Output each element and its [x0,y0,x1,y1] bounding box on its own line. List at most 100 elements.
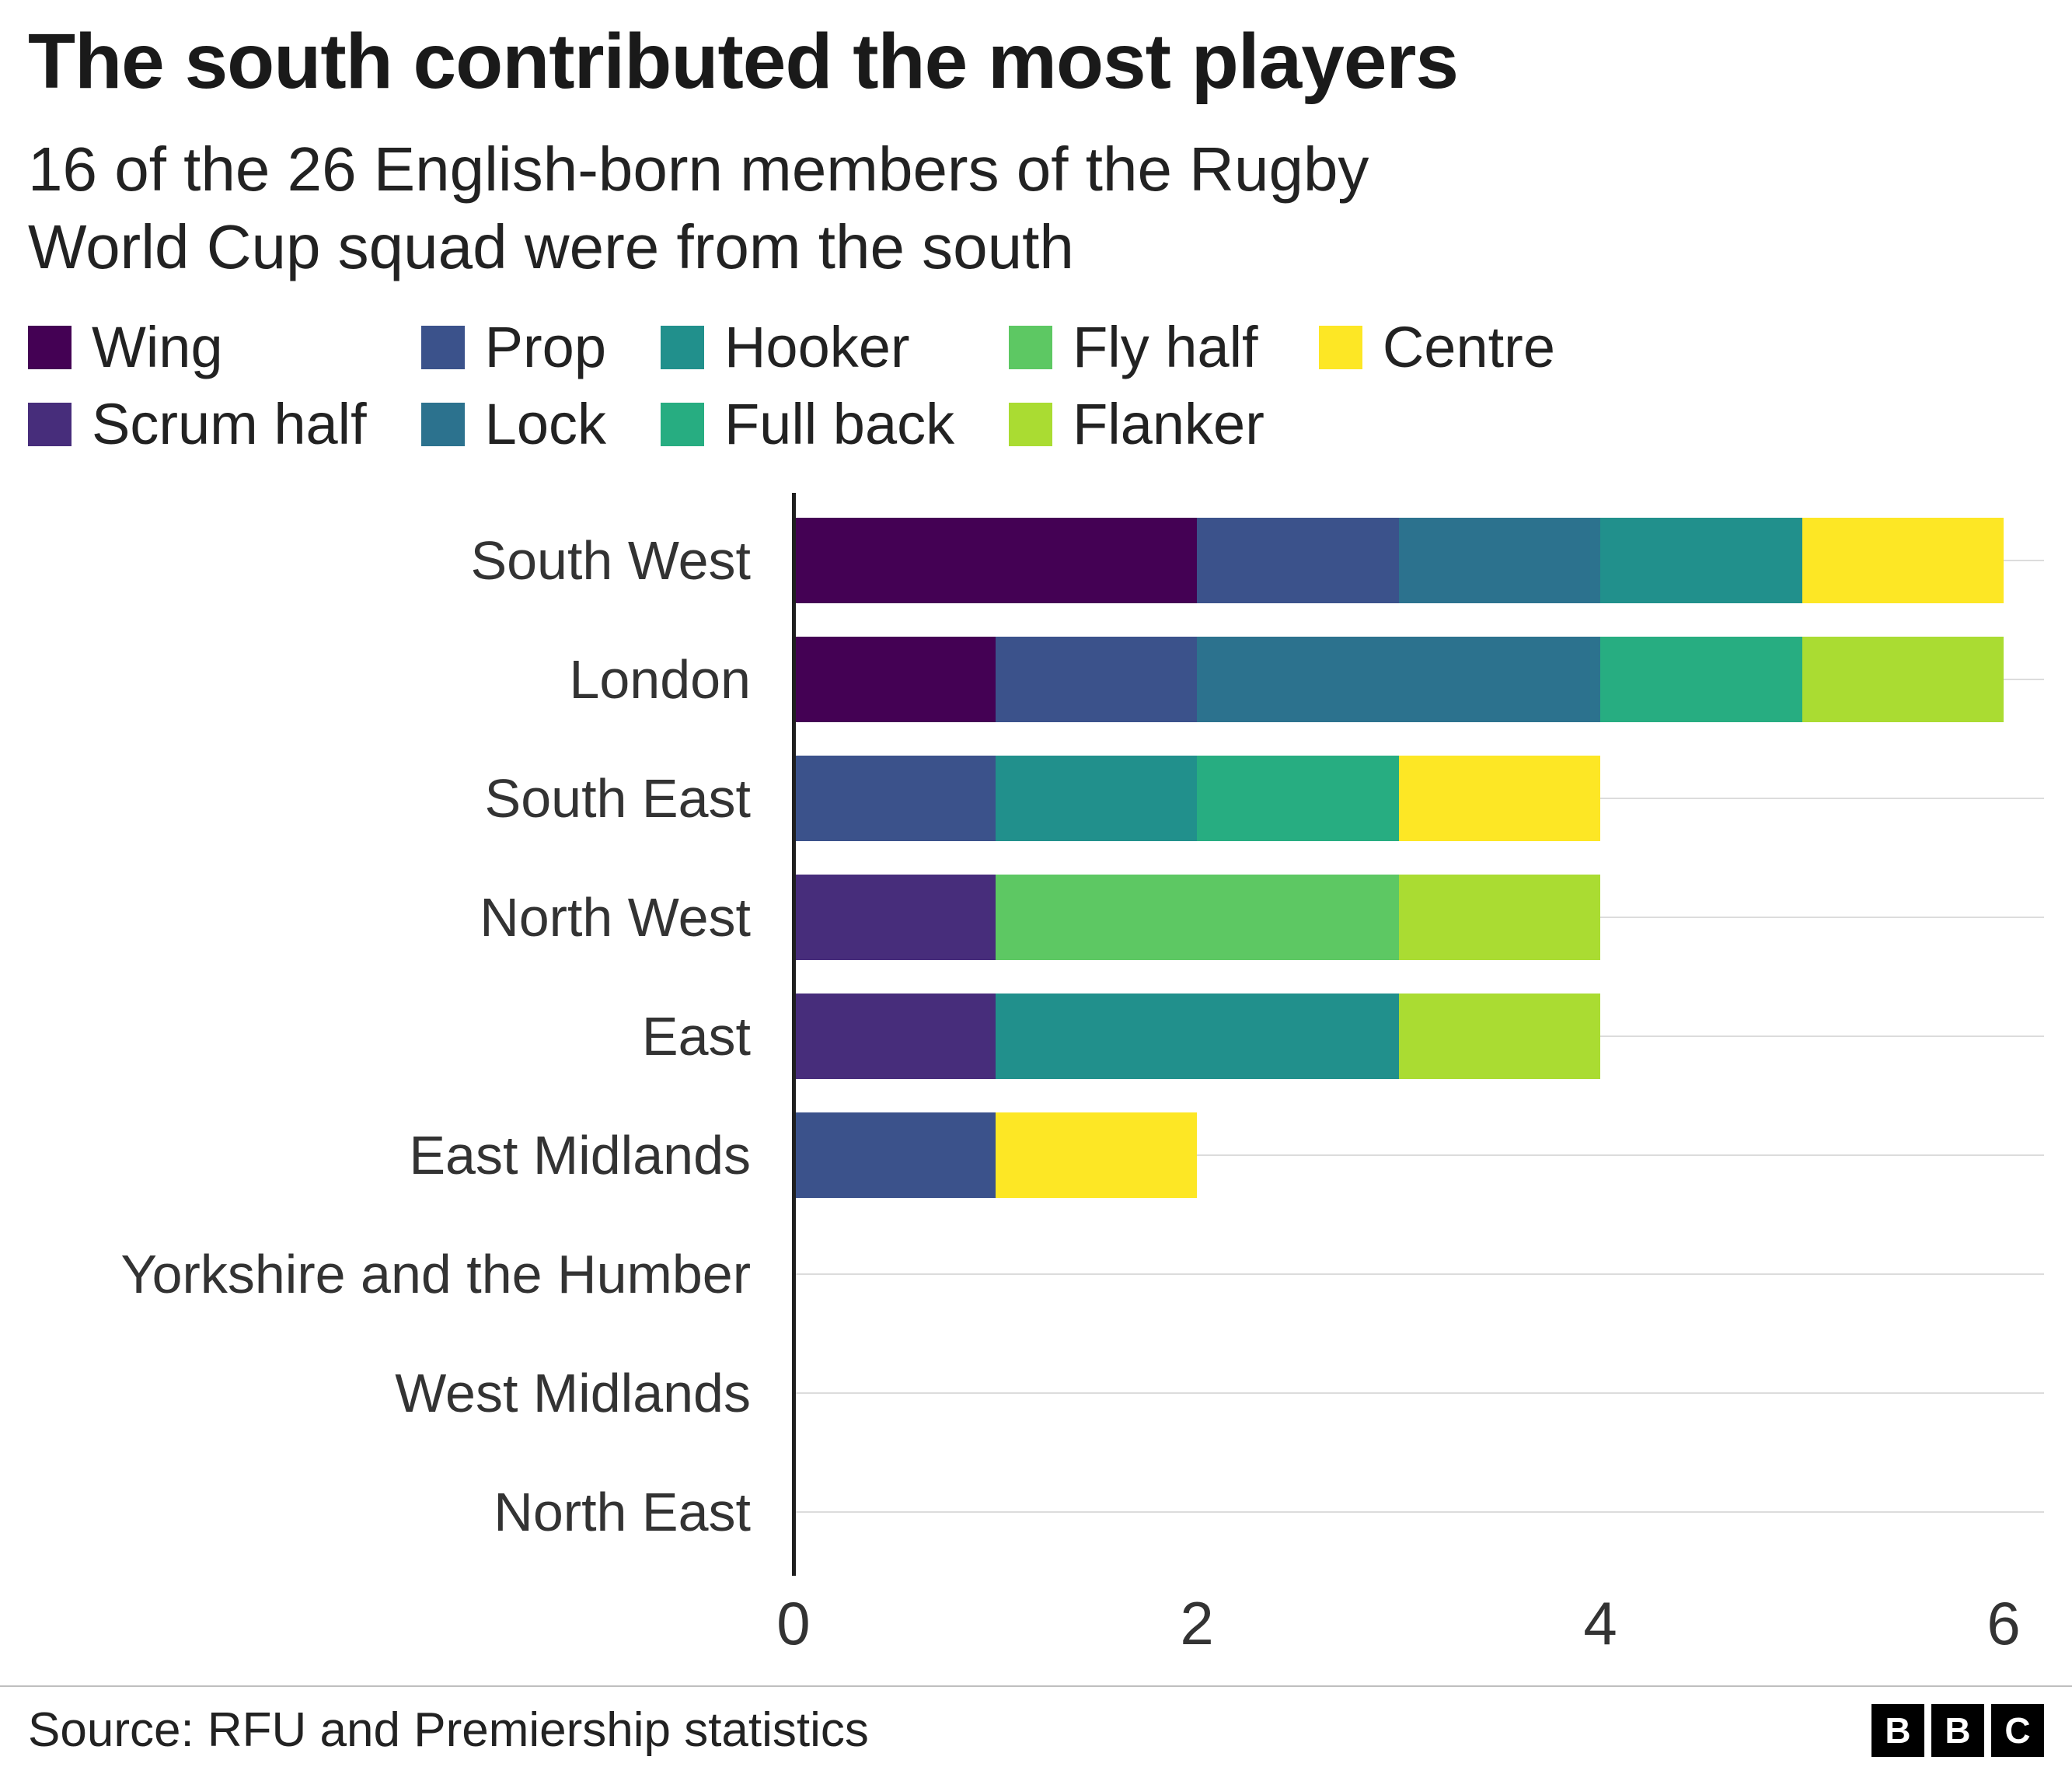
chart-row: Yorkshire and the Humber [28,1214,2044,1333]
legend-swatch-icon [660,402,704,446]
chart-row: North West [28,857,2044,976]
chart-row: London [28,620,2044,739]
bar-segment-scrum-half [794,874,996,960]
category-label: East Midlands [409,1124,751,1186]
legend-item-fly-half: Fly half [1009,314,1264,380]
legend-swatch-icon [660,325,704,369]
legend-label: Scrum half [92,392,367,456]
category-label: East [641,1005,751,1067]
legend-label: Wing [92,315,223,379]
bar-segment-flanker [1802,636,2004,722]
legend-item-full-back: Full back [660,391,955,457]
chart-card: The south contributed the most players 1… [28,18,2044,1657]
legend-item-wing: Wing [28,314,367,380]
row-plot [794,1095,2044,1214]
legend-item-scrum-half: Scrum half [28,391,367,457]
legend-label: Full back [724,392,955,456]
legend-swatch-icon [1009,402,1053,446]
bar-segment-flanker [1398,874,1601,960]
legend-label: Fly half [1073,315,1258,379]
row-plot [794,1214,2044,1333]
stacked-bar-chart: South West London South East North West East… [28,493,2044,1657]
category-label: London [569,648,751,710]
row-plot [794,501,2044,620]
category-label: Yorkshire and the Humber [120,1243,751,1304]
bbc-logo: B B C [1871,1703,2044,1757]
bar-segment-scrum-half [794,993,996,1079]
bar-segment-lock [1398,517,1601,603]
chart-row: South West [28,501,2044,620]
bar-segment-prop [794,755,996,841]
row-plot [794,1452,2044,1571]
chart-rows: South West London South East North West East… [28,493,2044,1576]
bar-segment-prop [995,636,1198,722]
bar-segment-full-back [1600,636,1802,722]
axis-spacer [28,1571,794,1657]
chart-row: East [28,976,2044,1095]
bar-segment-lock [1197,636,1601,722]
legend-item-lock: Lock [420,391,606,457]
bar-segment-wing [794,517,1198,603]
stacked-bar [794,1112,2044,1198]
bar-segment-centre [995,1112,1198,1198]
x-axis: 0 2 4 6 [28,1571,2044,1657]
stacked-bar [794,1469,2044,1555]
x-tick-label: 2 [1180,1589,1214,1657]
chart-row: West Midlands [28,1333,2044,1452]
legend-label: Flanker [1073,392,1264,456]
chart-row: South East [28,739,2044,857]
source-text: Source: RFU and Premiership statistics [28,1703,869,1757]
bbc-logo-letter-b2: B [1931,1703,1984,1757]
category-label: South West [470,529,751,591]
row-plot [794,739,2044,857]
chart-row: North East [28,1452,2044,1571]
bbc-logo-letter-b1: B [1871,1703,1924,1757]
chart-row: East Midlands [28,1095,2044,1214]
bbc-logo-letter-c: C [1991,1703,2044,1757]
bar-segment-flanker [1398,993,1601,1079]
legend-swatch-icon [1009,325,1053,369]
bar-segment-prop [794,1112,996,1198]
bar-segment-centre [1802,517,2004,603]
legend-swatch-icon [420,325,465,369]
legend-label: Hooker [724,315,910,379]
category-label: North East [494,1481,751,1542]
stacked-bar [794,874,2044,960]
legend: Wing Scrum half Prop Lock Hooker Full back Fly… [28,314,2044,457]
legend-item-centre: Centre [1318,314,1555,380]
bar-segment-centre [1398,755,1601,841]
legend-swatch-icon [420,402,465,446]
x-axis-ticks: 0 2 4 6 [776,1571,2044,1657]
row-plot [794,857,2044,976]
footer: Source: RFU and Premiership statistics B… [0,1685,2072,1781]
category-label: North West [480,886,751,948]
chart-subtitle: 16 of the 26 English-born members of the… [28,134,1369,281]
stacked-bar [794,1231,2044,1317]
legend-item-flanker: Flanker [1009,391,1264,457]
row-plot [794,1333,2044,1452]
x-tick-label: 0 [776,1589,811,1657]
legend-item-hooker: Hooker [660,314,954,380]
x-tick-label: 4 [1583,1589,1617,1657]
legend-label: Centre [1382,315,1555,379]
legend-swatch-icon [28,402,72,446]
stacked-bar [794,517,2044,603]
category-label: South East [484,767,751,829]
bar-segment-hooker [995,993,1399,1079]
stacked-bar [794,755,2044,841]
bar-segment-full-back [1197,755,1399,841]
row-plot [794,620,2044,739]
legend-swatch-icon [1318,325,1362,369]
y-axis-line [792,493,796,1576]
bar-segment-fly-half [995,874,1399,960]
x-tick-label: 6 [1987,1589,2021,1657]
stacked-bar [794,1350,2044,1436]
stacked-bar [794,993,2044,1079]
category-label: West Midlands [395,1362,751,1423]
stacked-bar [794,636,2044,722]
legend-label: Lock [484,392,606,456]
bar-segment-hooker [995,755,1198,841]
legend-swatch-icon [28,325,72,369]
bar-segment-prop [1197,517,1399,603]
chart-title: The south contributed the most players [28,18,1459,105]
